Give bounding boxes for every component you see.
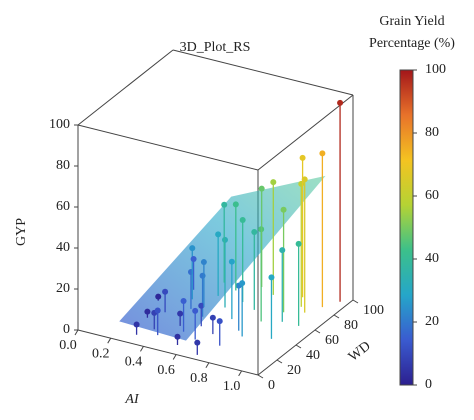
x-tick — [74, 329, 79, 336]
x-tick — [107, 337, 112, 344]
point — [162, 288, 169, 295]
point — [177, 310, 184, 317]
box-edge — [77, 329, 259, 376]
point — [268, 274, 275, 281]
point — [209, 314, 216, 321]
box-edge — [172, 49, 354, 96]
z-tick-label: 60 — [56, 199, 70, 214]
colorbar — [399, 69, 414, 386]
x-tick-label: 0.2 — [92, 346, 110, 361]
point — [154, 307, 161, 314]
x-tick-label: 0.8 — [190, 371, 208, 386]
point — [280, 206, 287, 213]
x-tick — [205, 362, 210, 368]
point — [232, 201, 239, 208]
point — [221, 201, 228, 208]
x-tick — [238, 370, 243, 377]
point — [239, 217, 246, 224]
z-tick-label: 80 — [56, 158, 70, 173]
point — [299, 154, 306, 161]
y-tick-label: 60 — [325, 333, 339, 348]
y-tick-label: 20 — [287, 363, 301, 378]
point — [295, 240, 302, 247]
point — [251, 228, 258, 235]
y-tick-label: 100 — [363, 303, 384, 318]
y-tick-label: 0 — [268, 378, 275, 393]
point — [258, 185, 265, 192]
point — [144, 308, 151, 315]
y-tick — [314, 329, 321, 334]
box-edge — [77, 124, 259, 171]
point — [222, 236, 228, 243]
y-tick — [276, 359, 283, 364]
x-tick — [140, 346, 144, 352]
z-tick-label: 100 — [49, 117, 70, 132]
x-tick-label: 0.4 — [125, 355, 143, 370]
plot-area: 0 20 40 60 80 100 0.0 0.2 0.4 0.6 0.8 1.0 0 20 40 60 80 1… — [49, 49, 384, 394]
point — [174, 333, 181, 340]
point — [216, 318, 223, 325]
point — [239, 280, 246, 287]
colorbar-title: Grain Yield — [379, 14, 444, 29]
colorbar-tick-label: 0 — [425, 377, 432, 392]
y-tick — [352, 299, 359, 304]
point — [215, 231, 222, 238]
point — [319, 150, 326, 157]
y-tick — [295, 344, 302, 349]
z-tick-label: 40 — [56, 240, 70, 255]
point — [228, 258, 235, 265]
point — [199, 272, 206, 279]
colorbar-tick-label: 80 — [425, 125, 439, 140]
y-tick — [333, 314, 340, 319]
point — [337, 99, 344, 106]
colorbar-tick-label: 20 — [425, 314, 439, 329]
y-tick-label: 80 — [344, 318, 358, 333]
x-tick-label: 1.0 — [223, 379, 241, 394]
z-axis-label: GYP — [14, 218, 29, 246]
point — [133, 321, 140, 328]
colorbar-tick-label: 40 — [425, 251, 439, 266]
y-tick — [257, 374, 264, 379]
response-surface — [119, 175, 326, 341]
point — [192, 307, 199, 314]
point — [270, 179, 277, 186]
colorbar-tick-label: 60 — [425, 188, 439, 203]
x-tick-label: 0.6 — [157, 363, 175, 378]
point — [198, 302, 205, 309]
chart-title: 3D_Plot_RS — [180, 40, 251, 55]
colorbar-title: Percentage (%) — [369, 36, 455, 51]
box-edge — [257, 94, 354, 171]
x-axis-label: AI — [124, 392, 140, 407]
colorbar-tick-label: 100 — [425, 62, 446, 77]
point — [279, 247, 286, 254]
z-tick-label: 0 — [63, 322, 70, 337]
y-axis-label: WD — [346, 339, 374, 365]
z-tick-label: 20 — [56, 281, 70, 296]
point — [180, 297, 187, 304]
point — [194, 339, 201, 346]
point — [189, 245, 196, 252]
box-edge — [77, 49, 174, 126]
point — [155, 293, 162, 300]
x-tick — [172, 354, 177, 360]
point — [190, 256, 197, 263]
point — [200, 259, 207, 266]
box-edge — [257, 299, 354, 376]
x-tick-label: 0.0 — [59, 338, 77, 353]
y-tick-label: 40 — [306, 348, 320, 363]
